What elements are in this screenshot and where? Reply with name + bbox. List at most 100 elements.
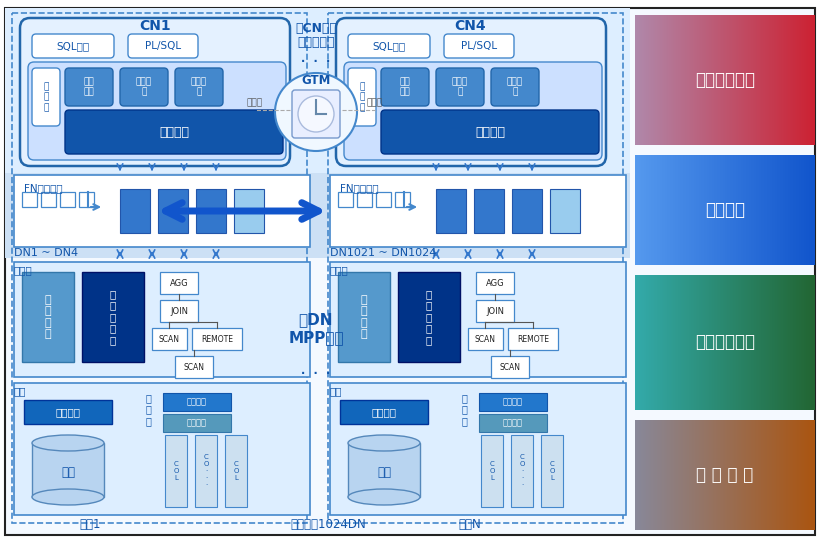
Text: 并
行
执
行: 并 行 执 行 [44,295,52,339]
Bar [510,435,532,507]
Text: 高并发业务: 高并发业务 [296,36,334,50]
FancyBboxPatch shape [65,110,283,154]
Text: CN1: CN1 [139,19,170,33]
Text: AGG: AGG [485,279,504,287]
Text: GTM: GTM [301,73,330,86]
Bar [22,272,74,362]
FancyBboxPatch shape [128,34,197,58]
Bar [174,356,213,378]
Text: 透明压缩: 透明压缩 [187,418,206,428]
Text: C
O
L: C O L [549,461,554,481]
Bar [5,173,629,258]
Bar [475,272,514,294]
FancyBboxPatch shape [292,90,340,138]
Text: 时间戳: 时间戳 [247,98,263,108]
Ellipse shape [274,73,356,151]
Text: 代价估算: 代价估算 [159,126,188,139]
Text: C
O
·
·
·: C O · · · [203,454,208,488]
Bar [163,393,231,411]
Text: 全局索
引: 全局索 引 [451,77,468,97]
Text: 轻量压缩: 轻量压缩 [187,398,206,406]
Text: 代价估算: 代价估算 [474,126,505,139]
FancyBboxPatch shape [28,62,286,160]
Bar [163,414,231,432]
Bar [329,175,625,247]
Text: 行表: 行表 [61,466,75,479]
Bar [60,192,75,207]
Text: 列
存
表: 列 存 表 [145,393,151,426]
Text: FN共享内存: FN共享内存 [340,183,378,193]
Text: 存储: 存储 [329,386,342,396]
FancyBboxPatch shape [344,62,601,160]
Text: PL/SQL: PL/SQL [460,41,496,51]
Bar [24,400,112,424]
Text: 多表
关联: 多表 关联 [84,77,94,97]
Text: 主机N: 主机N [458,517,481,530]
Bar [473,189,504,233]
Text: C
O
L: C O L [489,461,494,481]
Text: 执行器: 执行器 [329,265,348,275]
Bar [160,272,197,294]
Bar [14,262,310,377]
Bar [550,189,579,233]
FancyBboxPatch shape [174,68,223,106]
Text: CN4: CN4 [454,19,485,33]
Text: SQL解析: SQL解析 [57,41,89,51]
Text: 执行器: 执行器 [14,265,33,275]
Bar [165,435,187,507]
Text: C
O
L: C O L [173,461,179,481]
Text: DN1 ~ DN4: DN1 ~ DN4 [14,248,78,258]
Text: 优
化
器: 优 化 器 [43,82,48,112]
Text: 向
量
化
执
行: 向 量 化 执 行 [110,289,116,345]
Bar [347,443,419,497]
FancyBboxPatch shape [120,68,168,106]
Text: SQL解析: SQL解析 [372,41,405,51]
Bar [192,328,242,350]
Text: 数据倾
斜: 数据倾 斜 [191,77,207,97]
Bar [195,435,217,507]
Text: 存储: 存储 [14,386,26,396]
Ellipse shape [32,435,104,451]
FancyBboxPatch shape [65,68,113,106]
FancyBboxPatch shape [336,18,605,166]
Bar [436,189,465,233]
FancyBboxPatch shape [381,68,428,106]
Text: 向
量
化
执
行: 向 量 化 执 行 [425,289,432,345]
Bar [41,192,56,207]
FancyBboxPatch shape [491,68,538,106]
Text: 行表: 行表 [377,466,391,479]
FancyBboxPatch shape [443,34,514,58]
Bar [541,435,563,507]
Bar [478,414,546,432]
FancyBboxPatch shape [381,110,598,154]
Text: 时间戳: 时间戳 [366,98,382,108]
Bar [233,189,264,233]
Text: 多CN支持: 多CN支持 [295,22,337,34]
FancyBboxPatch shape [347,34,429,58]
Bar [152,328,187,350]
Text: C
O
·
·
·: C O · · · [518,454,524,488]
Text: C
O
L: C O L [233,461,238,481]
Bar [32,443,104,497]
Bar [329,262,625,377]
Text: REMOTE: REMOTE [201,335,233,343]
Text: SCAN: SCAN [499,362,520,372]
Bar [12,13,306,523]
Bar [395,192,410,207]
Ellipse shape [32,489,104,505]
Text: PL/SQL: PL/SQL [145,41,181,51]
Text: AGG: AGG [170,279,188,287]
Ellipse shape [347,489,419,505]
Text: · · ·: · · · [300,53,331,72]
Text: REMOTE: REMOTE [516,335,549,343]
Text: 优
化
器: 优 化 器 [359,82,364,112]
FancyBboxPatch shape [347,68,376,126]
Bar [328,13,622,523]
Text: 多表
关联: 多表 关联 [399,77,410,97]
Bar [82,272,144,362]
Text: 透明压缩: 透明压缩 [502,418,523,428]
Text: 主机1: 主机1 [79,517,101,530]
Text: SCAN: SCAN [183,362,204,372]
Text: 多DN: 多DN [298,312,333,327]
Text: FN共享内存: FN共享内存 [24,183,62,193]
